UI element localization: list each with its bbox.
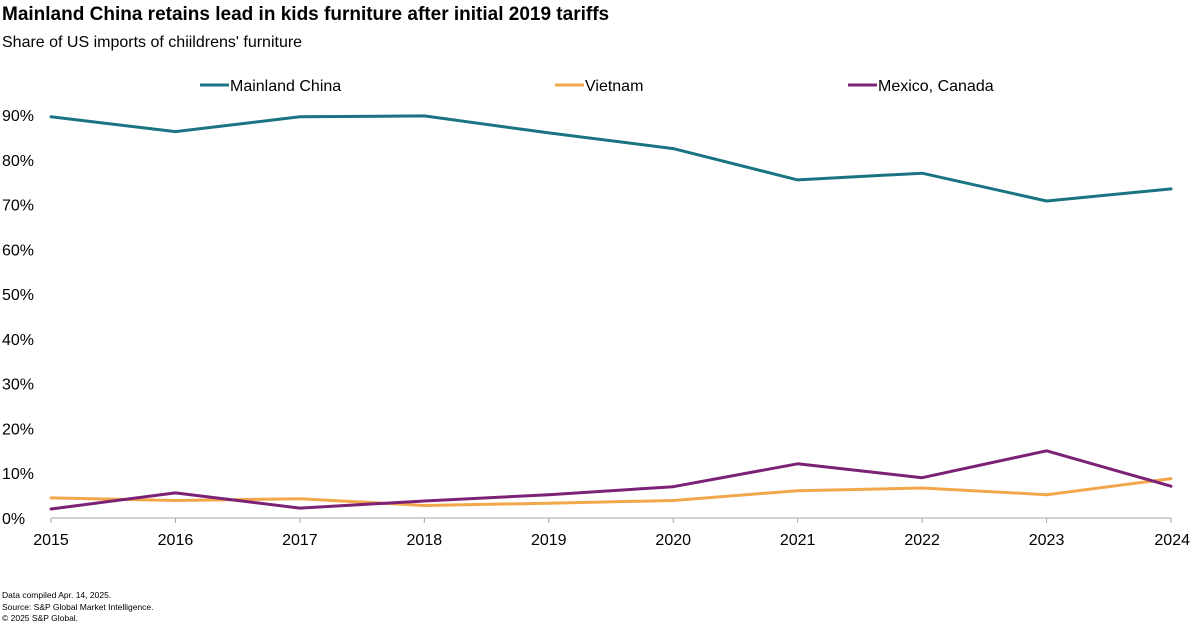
- x-tick-label: 2022: [904, 532, 940, 549]
- y-tick-label: 10%: [2, 466, 34, 483]
- y-tick-label: 80%: [2, 153, 34, 170]
- footnote-copyright: © 2025 S&P Global.: [2, 613, 79, 623]
- y-axis: 0% 10% 20% 30% 40% 50% 60% 70% 80% 90%: [2, 108, 34, 528]
- x-axis: 2015 2016 2017 2018 2019 2020 2021 2022 2023 2024: [33, 517, 1190, 549]
- series-line-mexico-canada: [49, 449, 1173, 511]
- x-tick-label: 2024: [1154, 532, 1190, 549]
- y-tick-label: 20%: [2, 421, 34, 438]
- legend: Mainland China Vietnam Mexico, Canada: [200, 78, 994, 95]
- y-tick-label: 90%: [2, 108, 34, 125]
- footnote-source: Source: S&P Global Market Intelligence.: [2, 601, 154, 612]
- series-lines: [49, 114, 1173, 511]
- x-tick-label: 2021: [780, 532, 816, 549]
- y-tick-label: 50%: [2, 287, 34, 304]
- x-tick-label: 2023: [1029, 532, 1065, 549]
- y-tick-label: 0%: [2, 511, 25, 528]
- x-tick-label: 2016: [158, 532, 194, 549]
- y-tick-label: 60%: [2, 242, 34, 259]
- x-tick-label: 2019: [531, 532, 567, 549]
- legend-label-mainland-china: Mainland China: [230, 78, 341, 95]
- y-tick-label: 40%: [2, 332, 34, 349]
- y-tick-label: 30%: [2, 377, 34, 394]
- series-line-mainland-china: [49, 114, 1173, 203]
- x-tick-label: 2020: [655, 532, 691, 549]
- legend-label-mexico-canada: Mexico, Canada: [878, 78, 994, 95]
- chart-subtitle: Share of US imports of chiildrens' furni…: [2, 34, 303, 51]
- x-tick-label: 2018: [407, 532, 443, 549]
- legend-label-vietnam: Vietnam: [585, 78, 643, 95]
- footnotes: Data compiled Apr. 14, 2025. Source: S&P…: [2, 590, 154, 625]
- x-tick-label: 2015: [33, 532, 69, 549]
- y-tick-label: 70%: [2, 198, 34, 215]
- x-tick-label: 2017: [282, 532, 318, 549]
- chart-title: Mainland China retains lead in kids furn…: [2, 4, 610, 25]
- footnote-date: Data compiled Apr. 14, 2025.: [2, 590, 112, 600]
